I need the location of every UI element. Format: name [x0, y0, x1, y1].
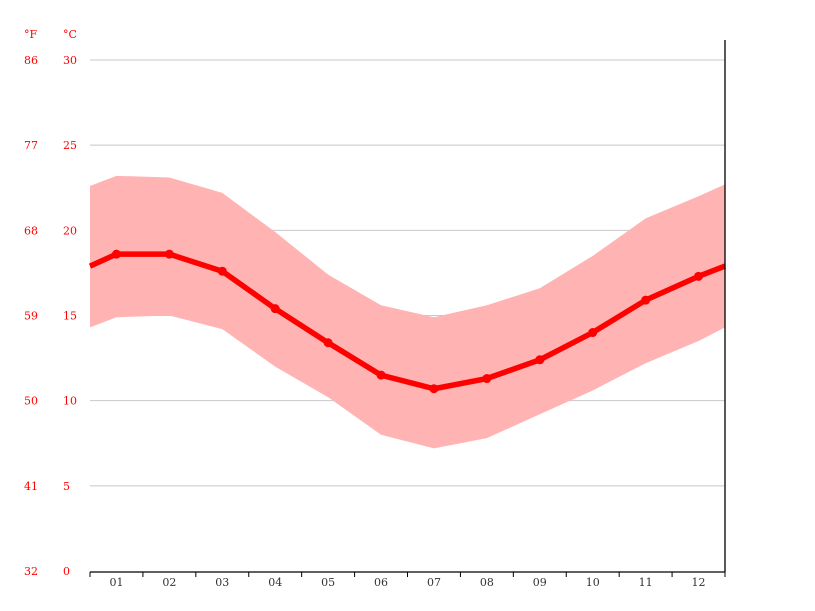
- data-point-marker: [111, 249, 121, 259]
- data-point-marker: [429, 384, 439, 394]
- temperature-range-band: [90, 175, 725, 449]
- data-point-marker: [535, 355, 545, 365]
- data-point-marker: [164, 249, 174, 259]
- data-point-marker: [323, 338, 333, 348]
- data-point-marker: [376, 370, 386, 380]
- y-tick-celsius: 20: [63, 224, 77, 237]
- y-axis-labels: °F °C 32 0 41 5 50 10 59 15 68 20 77 25 86 30: [24, 28, 77, 578]
- y-tick-celsius: 25: [63, 139, 77, 152]
- x-tick-label: 04: [268, 576, 282, 589]
- x-tick-label: 07: [427, 576, 441, 589]
- y-tick-celsius: 10: [63, 395, 77, 408]
- unit-celsius-label: °C: [63, 28, 77, 41]
- y-tick-celsius: 15: [63, 310, 77, 323]
- data-point-marker: [270, 304, 280, 314]
- data-point-marker: [641, 295, 651, 305]
- y-tick-fahrenheit: 77: [24, 139, 38, 152]
- x-tick-label: 11: [639, 576, 653, 589]
- y-tick-celsius: 0: [63, 565, 70, 578]
- x-tick-label: 05: [321, 576, 335, 589]
- x-tick-label: 01: [109, 576, 123, 589]
- y-tick-fahrenheit: 41: [24, 480, 38, 493]
- x-tick-label: 03: [215, 576, 229, 589]
- data-point-marker: [694, 271, 704, 281]
- x-tick-label: 06: [374, 576, 388, 589]
- data-point-marker: [482, 374, 492, 384]
- y-tick-celsius: 5: [63, 480, 70, 493]
- y-tick-fahrenheit: 50: [24, 395, 38, 408]
- y-tick-fahrenheit: 32: [24, 565, 38, 578]
- x-axis: 01 02 03 04 05 06 07 08 09 10 11 12: [89, 571, 726, 589]
- x-tick-label: 10: [586, 576, 600, 589]
- average-temperature-line: [88, 251, 726, 392]
- unit-fahrenheit-label: °F: [24, 28, 38, 41]
- y-tick-fahrenheit: 86: [24, 54, 38, 67]
- y-tick-fahrenheit: 68: [24, 224, 38, 237]
- x-tick-label: 08: [480, 576, 494, 589]
- x-tick-label: 02: [162, 576, 176, 589]
- data-point-marker: [588, 328, 598, 338]
- x-tick-label: 12: [692, 576, 706, 589]
- data-point-marker: [217, 266, 227, 276]
- data-points: [111, 249, 704, 394]
- y-tick-celsius: 30: [63, 54, 77, 67]
- y-tick-fahrenheit: 59: [24, 310, 38, 323]
- x-tick-label: 09: [533, 576, 547, 589]
